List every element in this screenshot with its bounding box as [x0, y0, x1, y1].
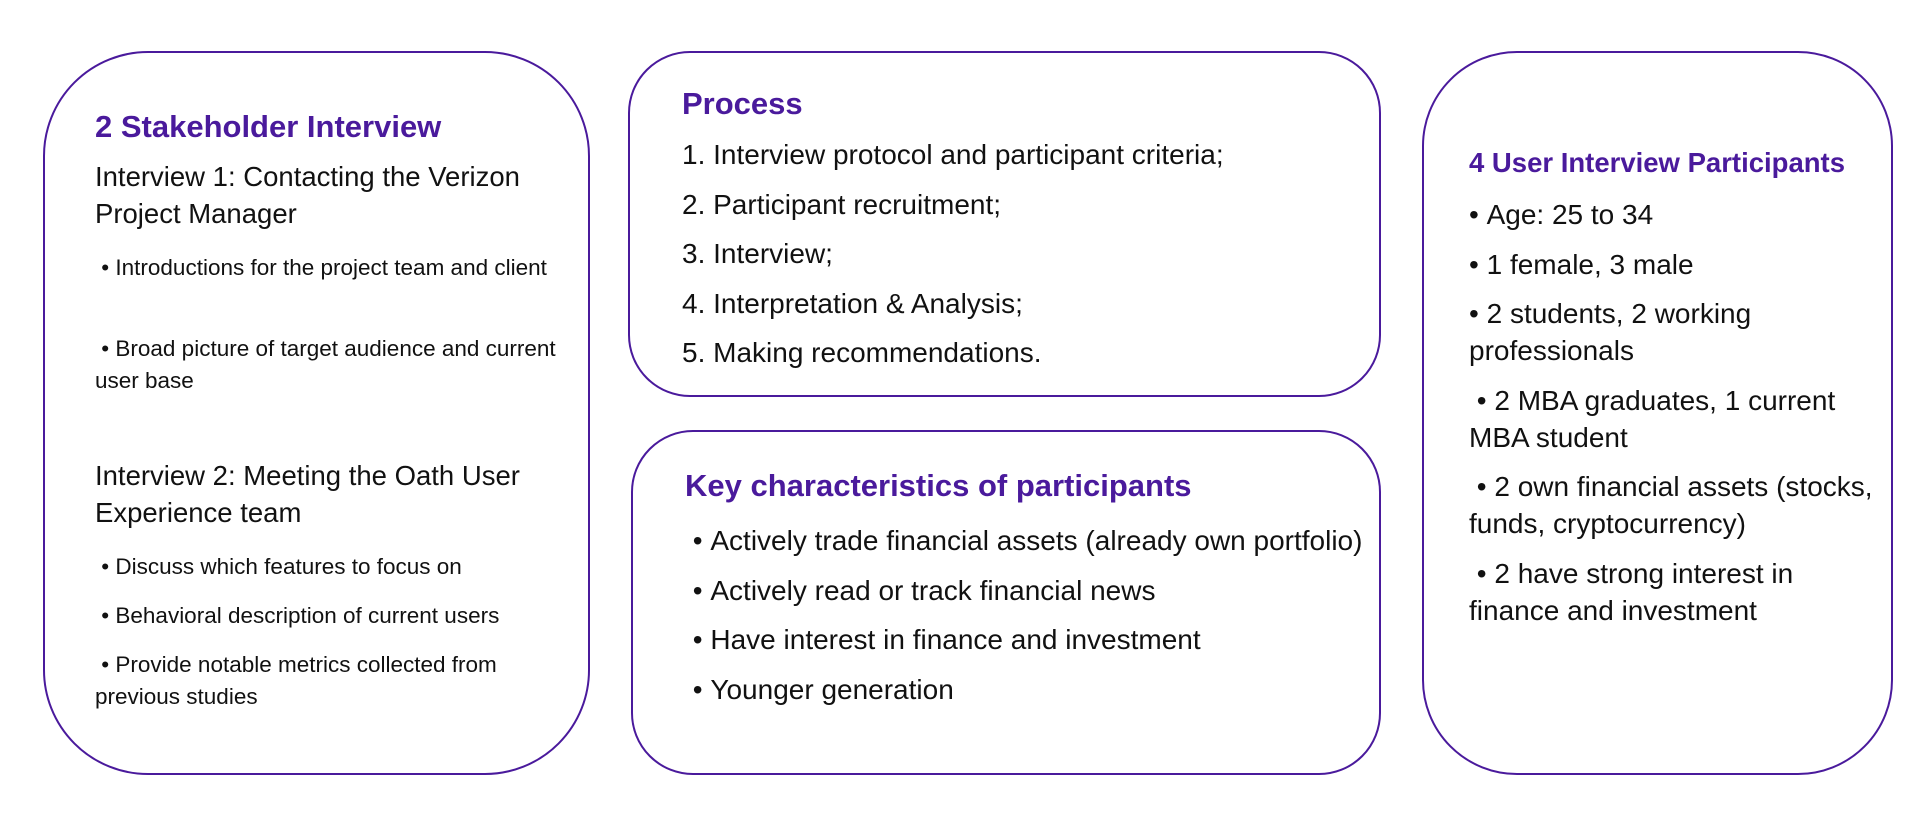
bullet-text: Age: 25 to 34 [1469, 199, 1653, 230]
characteristic-item: Have interest in finance and investment [685, 621, 1365, 658]
characteristic-item: Actively trade financial assets (already… [685, 522, 1365, 559]
bullet-text: 2 MBA graduates, 1 current MBA student [1469, 385, 1835, 453]
bullet-text: 2 students, 2 working professionals [1469, 298, 1751, 366]
participants-card: 4 User Interview Participants Age: 25 to… [1422, 51, 1893, 775]
characteristic-item: Actively read or track financial news [685, 572, 1365, 609]
participant-item: 1 female, 3 male [1469, 246, 1879, 283]
process-step: 4. Interpretation & Analysis; [682, 287, 1023, 319]
bullet-text: 2 have strong interest in finance and in… [1469, 558, 1793, 626]
participants-list: Age: 25 to 34 1 female, 3 male 2 student… [1469, 196, 1879, 641]
process-step: 3. Interview; [682, 238, 833, 269]
interview-1-bullet: Broad picture of target audience and cur… [95, 333, 575, 397]
bullet-text: Broad picture of target audience and cur… [95, 336, 556, 393]
process-steps-list: 1. Interview protocol and participant cr… [682, 136, 1362, 384]
key-characteristics-title: Key characteristics of participants [685, 468, 1192, 503]
bullet-text: Provide notable metrics collected from p… [95, 652, 497, 709]
process-card: Process 1. Interview protocol and partic… [628, 51, 1381, 397]
participant-item: Age: 25 to 34 [1469, 196, 1879, 233]
participant-item: 2 MBA graduates, 1 current MBA student [1469, 382, 1879, 456]
process-step: 2. Participant recruitment; [682, 188, 1002, 220]
interview-2-heading: Interview 2: Meeting the Oath User Exper… [95, 460, 520, 528]
interview-2-bullet: Provide notable metrics collected from p… [95, 649, 575, 713]
participant-item: 2 have strong interest in finance and in… [1469, 555, 1879, 629]
key-characteristics-card: Key characteristics of participants Acti… [631, 430, 1381, 775]
process-step: 1. Interview protocol and participant cr… [682, 139, 1224, 170]
bullet-text: Behavioral description of current users [95, 603, 499, 628]
bullet-text: Discuss which features to focus on [95, 554, 462, 579]
bullet-text: Actively trade financial assets (already… [685, 525, 1362, 556]
characteristics-list: Actively trade financial assets (already… [685, 522, 1365, 720]
interview-1-heading: Interview 1: Contacting the Verizon Proj… [95, 161, 520, 229]
bullet-text: 2 own financial assets (stocks, funds, c… [1469, 471, 1873, 539]
stakeholder-interview-card: 2 Stakeholder Interview Interview 1: Con… [43, 51, 590, 775]
bullet-text: 1 female, 3 male [1469, 249, 1694, 280]
stakeholder-interview-title: 2 Stakeholder Interview [95, 109, 442, 144]
bullet-text: Younger generation [685, 674, 954, 705]
characteristic-item: Younger generation [685, 671, 1365, 708]
bullet-text: Actively read or track financial news [685, 575, 1155, 606]
interview-1-bullet: Introductions for the project team and c… [95, 252, 575, 284]
bullet-text: Introductions for the project team and c… [95, 255, 547, 280]
participants-title: 4 User Interview Participants [1469, 147, 1845, 178]
participant-item: 2 own financial assets (stocks, funds, c… [1469, 468, 1879, 542]
interview-2-bullet: Behavioral description of current users [95, 600, 575, 632]
process-step: 5. Making recommendations. [682, 337, 1042, 368]
interview-2-bullet: Discuss which features to focus on [95, 551, 575, 583]
process-title: Process [682, 86, 803, 121]
bullet-text: Have interest in finance and investment [685, 624, 1201, 655]
participant-item: 2 students, 2 working professionals [1469, 295, 1879, 369]
